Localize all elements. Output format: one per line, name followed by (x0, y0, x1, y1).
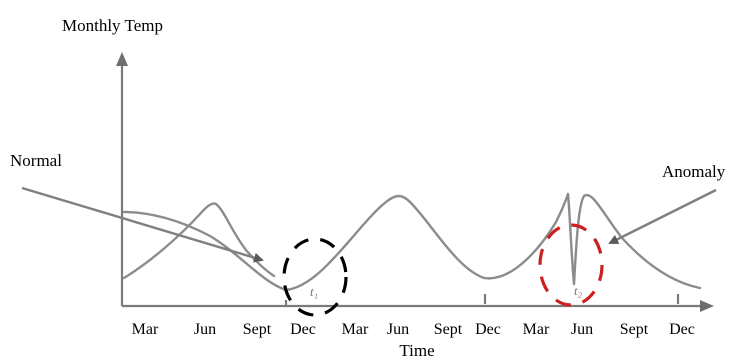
t1-marker-label: t₁ (310, 284, 318, 299)
x-tick-label: Jun (194, 321, 216, 338)
x-tick-label: Mar (342, 321, 369, 338)
x-tick-label: Mar (523, 321, 550, 338)
temperature-curve (122, 192, 702, 292)
x-tick-label: Sept (620, 321, 649, 338)
x-tick-label: Jun (571, 321, 593, 338)
x-tick-label: Sept (243, 321, 272, 338)
x-tick-label: Mar (132, 321, 159, 338)
y-axis-label: Monthly Temp (62, 16, 163, 35)
x-axis-arrowhead (700, 300, 714, 312)
normal-callout-label: Normal (10, 151, 62, 170)
normal-highlight-circle (282, 237, 348, 317)
anomaly-callout-label: Anomaly (662, 162, 726, 181)
x-tick-label: Dec (669, 321, 695, 338)
x-tick-label: Dec (475, 321, 501, 338)
anomaly-highlight-circle (538, 223, 604, 307)
x-tick-label: Jun (387, 321, 409, 338)
x-tick-label: Sept (434, 321, 463, 338)
t2-marker-label: t₂ (574, 283, 583, 298)
x-tick-label: Dec (290, 321, 316, 338)
y-axis-arrowhead (116, 52, 128, 66)
x-axis-label: Time (399, 341, 434, 360)
anomaly-callout-arrow (608, 188, 717, 245)
normal-callout-arrow (21, 186, 264, 263)
